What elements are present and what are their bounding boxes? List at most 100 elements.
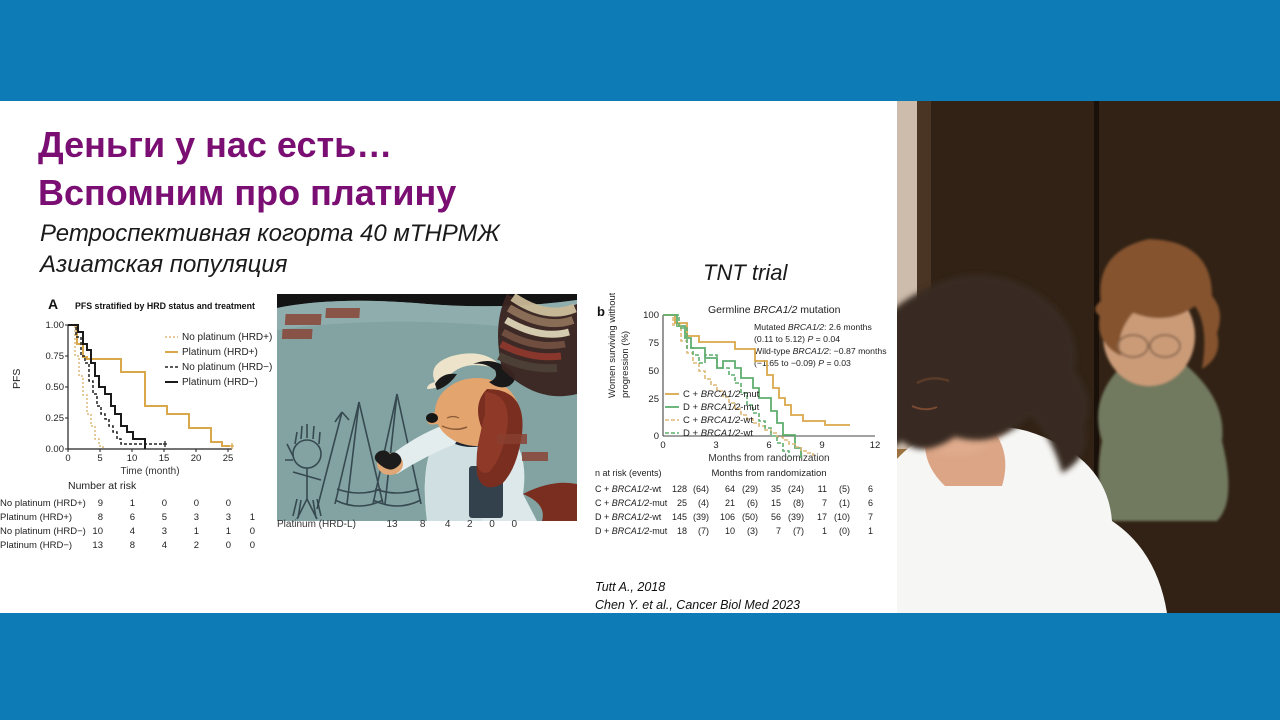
- svg-text:10: 10: [127, 453, 138, 464]
- svg-text:Mutated BRCA1/2: 2.6 months: Mutated BRCA1/2: 2.6 months: [754, 322, 872, 332]
- svg-text:1: 1: [868, 526, 873, 536]
- svg-text:7: 7: [776, 526, 781, 536]
- svg-text:Women surviving without: Women surviving without: [607, 293, 618, 398]
- svg-text:Germline BRCA1/2 mutation: Germline BRCA1/2 mutation: [708, 304, 841, 316]
- svg-text:11: 11: [818, 484, 827, 494]
- svg-text:(3): (3): [747, 526, 758, 536]
- svg-text:6: 6: [766, 440, 771, 451]
- svg-text:56: 56: [771, 512, 781, 522]
- svg-text:(−1.65 to −0.09) P = 0.03: (−1.65 to −0.09) P = 0.03: [754, 358, 851, 368]
- svg-text:(1): (1): [839, 498, 850, 508]
- svg-text:0: 0: [65, 453, 70, 464]
- svg-text:No platinum (HRD+): No platinum (HRD+): [182, 332, 272, 343]
- svg-text:PFS: PFS: [11, 369, 23, 389]
- svg-text:5: 5: [97, 453, 102, 464]
- svg-text:(6): (6): [747, 498, 758, 508]
- svg-text:0.00: 0.00: [46, 444, 65, 455]
- svg-text:0: 0: [654, 431, 659, 442]
- svg-text:12: 12: [870, 440, 881, 451]
- svg-text:0: 0: [162, 498, 167, 509]
- svg-text:10: 10: [725, 526, 735, 536]
- svg-text:6: 6: [868, 484, 873, 494]
- svg-text:18: 18: [677, 526, 687, 536]
- svg-text:0: 0: [194, 498, 199, 509]
- svg-text:(29): (29): [742, 484, 758, 494]
- svg-text:1: 1: [130, 498, 135, 509]
- svg-text:Number at risk: Number at risk: [68, 480, 137, 492]
- svg-text:No platinum (HRD+): No platinum (HRD+): [0, 498, 86, 509]
- svg-text:35: 35: [771, 484, 781, 494]
- svg-text:9: 9: [98, 498, 103, 509]
- svg-text:PFS stratified by HRD status a: PFS stratified by HRD status and treatme…: [75, 301, 255, 311]
- svg-text:0.25: 0.25: [46, 413, 65, 424]
- svg-text:15: 15: [159, 453, 170, 464]
- svg-text:145: 145: [672, 512, 687, 522]
- svg-text:0: 0: [660, 440, 665, 451]
- svg-text:64: 64: [725, 484, 735, 494]
- svg-text:(0.11 to 5.12) P = 0.04: (0.11 to 5.12) P = 0.04: [754, 334, 840, 344]
- svg-text:1: 1: [822, 526, 827, 536]
- svg-text:13: 13: [92, 540, 103, 551]
- svg-text:(10): (10): [834, 512, 850, 522]
- svg-text:D + BRCA1/2-mut: D + BRCA1/2-mut: [595, 526, 668, 536]
- svg-text:1: 1: [194, 526, 199, 537]
- svg-text:Platinum (HRD+): Platinum (HRD+): [182, 347, 258, 358]
- svg-text:6: 6: [868, 498, 873, 508]
- svg-text:b: b: [597, 304, 605, 319]
- svg-text:25: 25: [677, 498, 687, 508]
- svg-text:3: 3: [226, 512, 231, 523]
- svg-text:7: 7: [868, 512, 873, 522]
- svg-text:50: 50: [648, 366, 659, 377]
- svg-text:2: 2: [194, 540, 199, 551]
- svg-text:3: 3: [194, 512, 199, 523]
- svg-text:(5): (5): [839, 484, 850, 494]
- svg-text:progression (%): progression (%): [620, 331, 631, 398]
- svg-text:0: 0: [250, 540, 255, 551]
- svg-text:C + BRCA1/2-wt: C + BRCA1/2-wt: [683, 415, 753, 426]
- svg-text:D + BRCA1/2-mut: D + BRCA1/2-mut: [683, 402, 760, 413]
- svg-text:1.00: 1.00: [46, 320, 65, 331]
- svg-text:0.75: 0.75: [46, 351, 65, 362]
- svg-text:25: 25: [223, 453, 234, 464]
- svg-text:C + BRCA1/2-mut: C + BRCA1/2-mut: [683, 389, 760, 400]
- svg-text:Months from randomization: Months from randomization: [708, 453, 829, 464]
- svg-text:No platinum (HRD−): No platinum (HRD−): [0, 526, 86, 537]
- svg-text:0: 0: [250, 526, 255, 537]
- svg-text:15: 15: [771, 498, 781, 508]
- svg-text:75: 75: [648, 338, 659, 349]
- svg-text:6: 6: [130, 512, 135, 523]
- svg-text:(7): (7): [698, 526, 709, 536]
- svg-text:8: 8: [130, 540, 135, 551]
- svg-text:(39): (39): [693, 512, 709, 522]
- svg-text:21: 21: [725, 498, 735, 508]
- svg-text:1: 1: [250, 512, 255, 523]
- svg-text:(4): (4): [698, 498, 709, 508]
- svg-text:128: 128: [672, 484, 687, 494]
- svg-text:Platinum (HRD+): Platinum (HRD+): [0, 512, 72, 523]
- svg-text:3: 3: [713, 440, 718, 451]
- svg-text:C + BRCA1/2-mut: C + BRCA1/2-mut: [595, 498, 668, 508]
- svg-text:(24): (24): [788, 484, 804, 494]
- svg-text:Tutt A., 2018: Tutt A., 2018: [595, 580, 665, 594]
- svg-text:Chen Y. et al., Cancer Biol Me: Chen Y. et al., Cancer Biol Med 2023: [595, 598, 800, 612]
- svg-text:100: 100: [643, 310, 659, 321]
- svg-text:9: 9: [819, 440, 824, 451]
- svg-text:(64): (64): [693, 484, 709, 494]
- svg-text:Months from randomization: Months from randomization: [711, 468, 826, 479]
- svg-text:n at risk (events): n at risk (events): [595, 468, 662, 478]
- svg-text:8: 8: [98, 512, 103, 523]
- svg-text:C + BRCA1/2-wt: C + BRCA1/2-wt: [595, 484, 662, 494]
- svg-text:Platinum (HRD−): Platinum (HRD−): [182, 377, 258, 388]
- svg-text:17: 17: [817, 512, 827, 522]
- svg-text:10: 10: [92, 526, 103, 537]
- svg-text:25: 25: [648, 394, 659, 405]
- svg-text:(7): (7): [793, 526, 804, 536]
- svg-text:(8): (8): [793, 498, 804, 508]
- svg-text:0: 0: [226, 498, 231, 509]
- svg-text:3: 3: [162, 526, 167, 537]
- svg-text:Time (month): Time (month): [120, 466, 179, 477]
- svg-text:0: 0: [226, 540, 231, 551]
- svg-text:(50): (50): [742, 512, 758, 522]
- svg-text:1: 1: [226, 526, 231, 537]
- svg-text:5: 5: [162, 512, 167, 523]
